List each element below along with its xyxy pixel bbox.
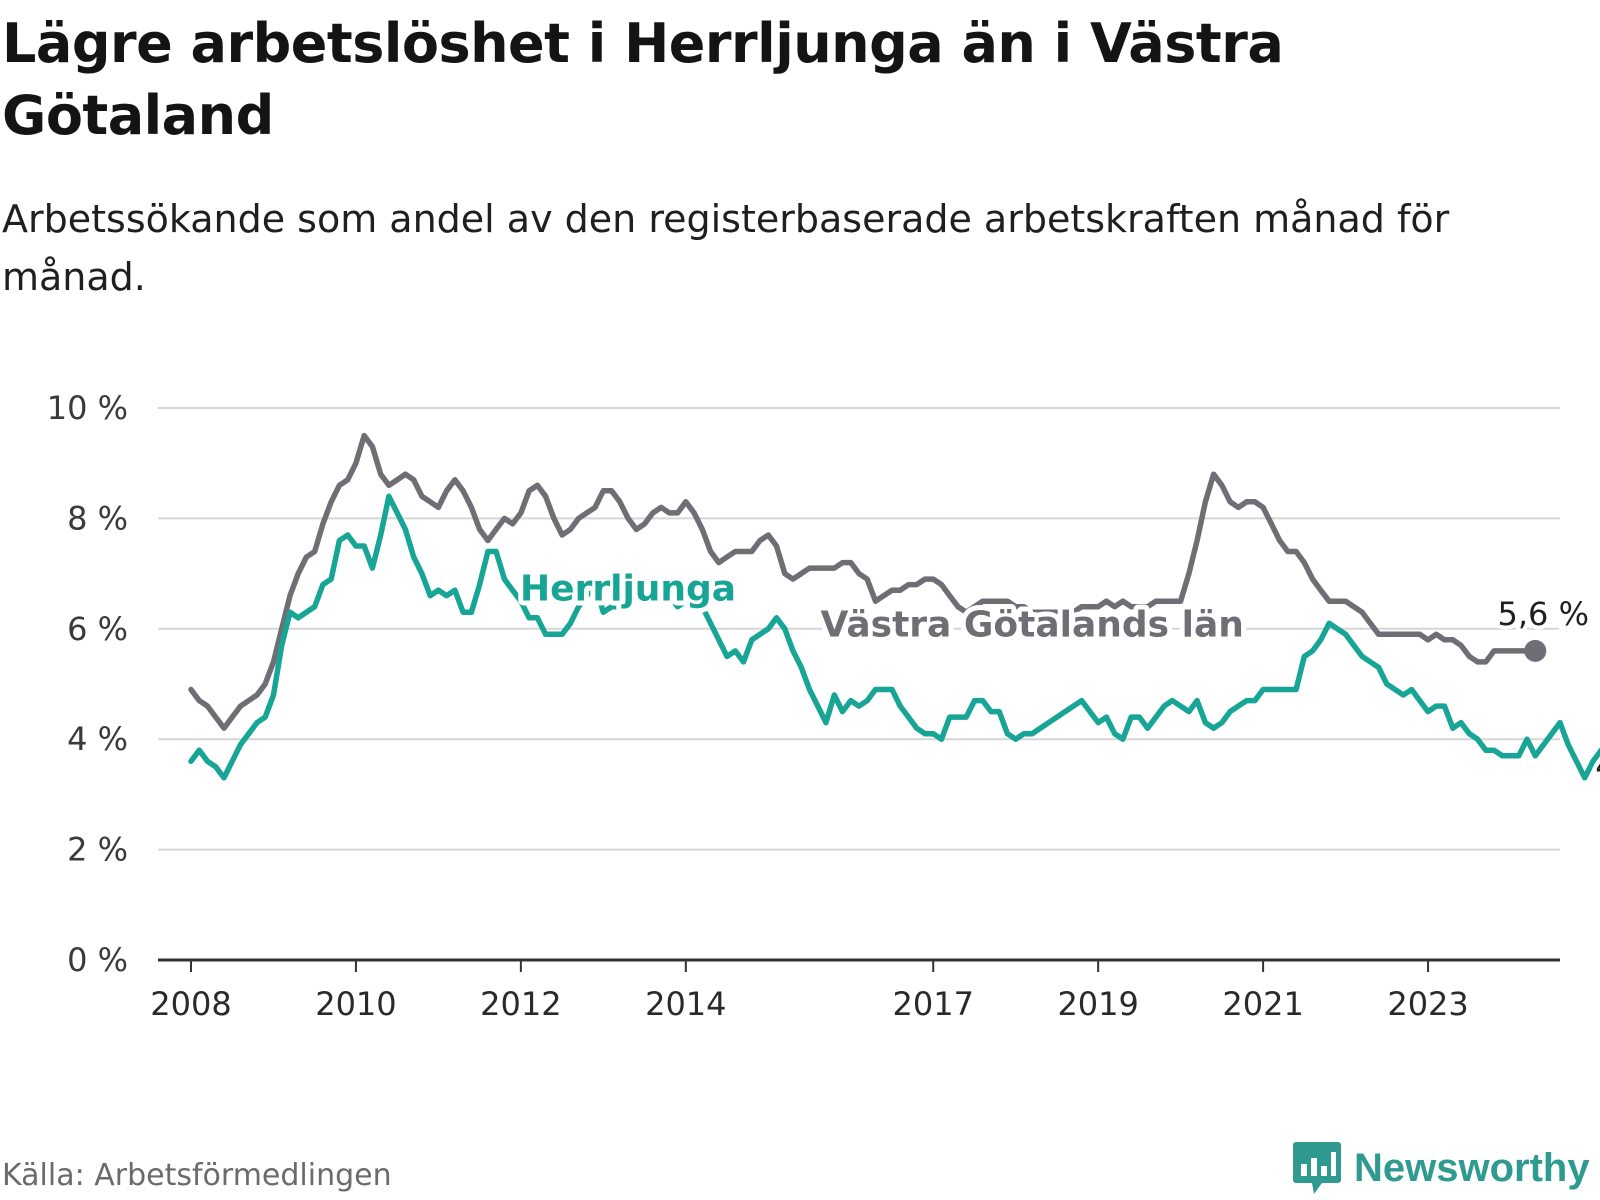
series-line-herrljunga: [188, 493, 1600, 781]
y-tick-label: 0 %: [67, 941, 128, 979]
series-labels: Västra Götalands län Herrljunga 5,6 % 4 %: [515, 563, 1600, 789]
x-tick-label: 2017: [893, 985, 974, 1023]
x-tick-label: 2012: [480, 985, 561, 1023]
series-label: Herrljunga: [520, 568, 736, 609]
source-note: Källa: Arbetsförmedlingen: [2, 1158, 392, 1193]
x-tick-label: 2014: [645, 985, 726, 1023]
x-tick-label: 2021: [1222, 985, 1303, 1023]
x-tick-label: 2023: [1387, 985, 1468, 1023]
y-tick-label: 2 %: [67, 831, 128, 869]
brand-logo: Newsworthy: [1292, 1140, 1590, 1196]
brand-name: Newsworthy: [1354, 1145, 1590, 1190]
bar-chart-speech-bubble-icon: [1293, 1142, 1341, 1194]
x-tick-label: 2010: [315, 985, 396, 1023]
series-end-value-label: 4 %: [1595, 747, 1600, 785]
chart-subtitle: Arbetssökande som andel av den registerb…: [2, 197, 1450, 299]
y-tick-label: 4 %: [67, 720, 128, 758]
y-tick-label: 10 %: [47, 389, 128, 427]
x-tick-label: 2008: [150, 985, 231, 1023]
x-axis: 2008 2010 2012 2014 2017 2019 2021 2023: [150, 958, 1560, 1023]
y-axis-labels: 0 % 2 % 4 % 6 % 8 % 10 %: [47, 389, 128, 979]
series-lines: [188, 432, 1600, 781]
y-tick-label: 6 %: [67, 610, 128, 648]
series-line-vastra-gotaland: [188, 432, 1539, 731]
x-tick-label: 2019: [1057, 985, 1138, 1023]
series-end-value-label: 5,6 %: [1498, 595, 1589, 633]
y-tick-label: 8 %: [67, 499, 128, 537]
series-endpoint-vastra-gotaland: [1524, 639, 1547, 662]
series-label: Västra Götalands län: [820, 604, 1243, 645]
chart-title: Lägre arbetslöshet i Herrljunga än i Väs…: [2, 12, 1284, 147]
